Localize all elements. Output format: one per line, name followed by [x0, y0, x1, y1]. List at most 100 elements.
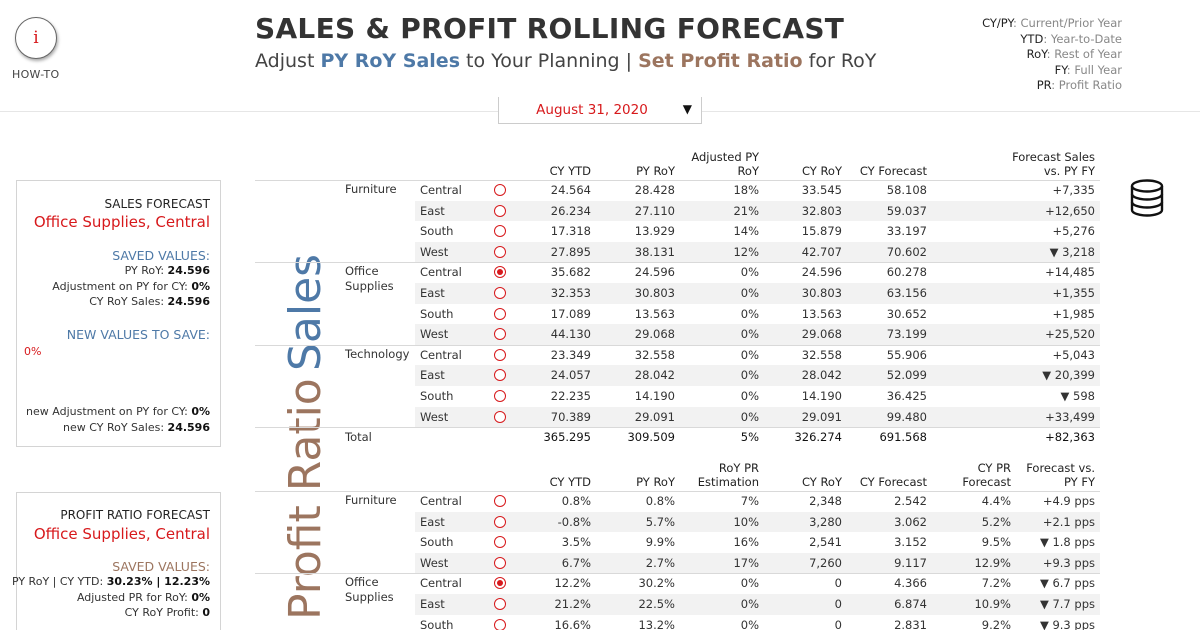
- cell-value[interactable]: 0%: [740, 347, 759, 362]
- cell-value: 5.7%: [645, 514, 675, 529]
- cell-value[interactable]: 7%: [740, 494, 759, 508]
- region-label: East: [420, 203, 445, 218]
- panel-value-line: CY RoY Profit: 0: [125, 606, 210, 619]
- panel-value-label: CY RoY Sales:: [89, 295, 168, 308]
- cell-value[interactable]: 0%: [740, 327, 759, 342]
- legend-value: : Rest of Year: [1046, 47, 1122, 61]
- cell-value: 3,280: [809, 514, 842, 529]
- cell-value[interactable]: 0%: [740, 368, 759, 383]
- cell-value: 3.5%: [561, 535, 591, 550]
- cell-value: ▼ 3,218: [1049, 244, 1095, 259]
- region-label: Central: [420, 265, 462, 280]
- region-label: South: [420, 224, 454, 239]
- selected-radio-button[interactable]: [494, 266, 506, 279]
- cell-value[interactable]: 0%: [740, 409, 759, 424]
- table-row: Central 12.2% 30.2% 0% 0 4.366 7.2% ▼ 6.7 pps: [255, 573, 1100, 594]
- radio-button[interactable]: [494, 495, 506, 507]
- cell-value: 26.234: [550, 203, 591, 218]
- radio-button[interactable]: [494, 369, 506, 382]
- table-row: West 27.895 38.131 12% 42.707 70.602 ▼ 3,218: [255, 241, 1100, 263]
- table-header: CY YTD PY RoY Adjusted PY RoY CY RoY CY Forec…: [255, 147, 1100, 180]
- radio-button[interactable]: [494, 556, 506, 569]
- radio-button[interactable]: [494, 348, 506, 361]
- date-selector[interactable]: August 31, 2020 ▼: [498, 97, 702, 124]
- region-label: South: [420, 389, 454, 403]
- panel-value-line: new CY RoY Sales: 24.596: [63, 421, 210, 434]
- category-divider: [255, 344, 1100, 346]
- radio-button[interactable]: [494, 410, 506, 423]
- region-label: South: [420, 306, 454, 321]
- radio-button[interactable]: [494, 328, 506, 341]
- region-label: West: [420, 327, 449, 342]
- panel-value-line: PY RoY | CY YTD: 30.23% | 12.23%: [12, 575, 210, 588]
- sales-panel-selection: Office Supplies, Central: [33, 213, 210, 231]
- cell-value[interactable]: 0%: [740, 576, 759, 591]
- category-divider: [255, 573, 1100, 575]
- table-row: West 6.7% 2.7% 17% 7,260 9.117 12.9% +9.3 pps: [255, 552, 1100, 574]
- radio-button[interactable]: [494, 225, 506, 238]
- radio-button[interactable]: [494, 536, 506, 549]
- cell-value[interactable]: 0%: [740, 265, 759, 280]
- cell-value: 3.152: [894, 535, 927, 550]
- column-header: CY Forecast: [859, 164, 927, 178]
- cell-value: 10.9%: [974, 597, 1011, 611]
- radio-button[interactable]: [494, 184, 506, 196]
- total-row: Total 365.295 309.509 5% 326.274 691.568 +82,3…: [255, 427, 1100, 448]
- radio-button[interactable]: [494, 515, 506, 528]
- cell-value[interactable]: 16%: [733, 535, 759, 550]
- radio-button[interactable]: [494, 307, 506, 320]
- cell-value[interactable]: 0%: [740, 597, 759, 611]
- howto-button[interactable]: i: [15, 17, 57, 59]
- table-row: South 17.089 13.563 0% 13.563 30.652 +1,985: [255, 304, 1100, 325]
- cell-value: 7,260: [809, 555, 842, 570]
- category-label: Furniture: [345, 182, 397, 196]
- radio-button[interactable]: [494, 390, 506, 402]
- abbreviation-legend: CY/PY: Current/Prior Year YTD: Year-to-Da…: [982, 16, 1122, 94]
- cell-value: 30.652: [886, 306, 927, 321]
- subtitle-text: for RoY: [802, 50, 877, 72]
- cell-value: 9.117: [894, 555, 927, 570]
- cell-value[interactable]: 0%: [740, 617, 759, 630]
- column-header: Forecast Sales vs. PY FY: [1012, 150, 1095, 178]
- cell-value[interactable]: 14%: [733, 224, 759, 239]
- column-header: Forecast vs. PY FY: [1026, 461, 1095, 489]
- column-header: CY RoY: [801, 475, 842, 489]
- radio-button[interactable]: [494, 204, 506, 217]
- cell-value[interactable]: 0%: [740, 306, 759, 321]
- column-header: CY YTD: [549, 475, 591, 489]
- panel-value-line: Adjustment on PY for CY: 0%: [52, 280, 210, 293]
- table-row: West 44.130 29.068 0% 29.068 73.199 +25,520: [255, 324, 1100, 345]
- region-label: East: [420, 514, 445, 529]
- cell-value[interactable]: 0%: [740, 389, 759, 403]
- radio-button[interactable]: [494, 287, 506, 299]
- selected-radio-button[interactable]: [494, 577, 506, 590]
- cell-value[interactable]: 17%: [733, 555, 759, 570]
- cell-value[interactable]: 10%: [733, 514, 759, 529]
- panel-value: 0%: [191, 590, 210, 604]
- table-header: CY YTD PY RoY RoY PR Estimation CY RoY CY For…: [255, 458, 1100, 491]
- subtitle-text: Adjust: [255, 50, 321, 72]
- radio-button[interactable]: [494, 598, 506, 610]
- cell-value[interactable]: 0%: [740, 286, 759, 300]
- total-value: 309.509: [627, 430, 675, 445]
- cell-value: 27.110: [634, 203, 675, 218]
- cell-value[interactable]: 18%: [733, 183, 759, 197]
- table-row: South 17.318 13.929 14% 15.879 33.197 +5,276: [255, 221, 1100, 242]
- cell-value: 6.874: [894, 597, 927, 611]
- cell-value: 52.099: [886, 368, 927, 383]
- column-header: CY YTD: [549, 164, 591, 178]
- new-adjustment-percent[interactable]: 0%: [24, 345, 42, 358]
- column-header: CY PR Forecast: [962, 461, 1011, 489]
- region-label: East: [420, 597, 445, 611]
- cell-value: 24.057: [550, 368, 591, 383]
- sales-forecast-panel: SALES FORECAST Office Supplies, Central …: [16, 180, 221, 447]
- panel-value-label: Adjustment on PY for CY:: [52, 279, 192, 293]
- cell-value[interactable]: 21%: [733, 203, 759, 218]
- database-icon[interactable]: [1130, 179, 1164, 217]
- category-label: Furniture: [345, 493, 397, 507]
- radio-button[interactable]: [494, 245, 506, 258]
- cell-value: -0.8%: [557, 514, 591, 529]
- region-label: East: [420, 368, 445, 383]
- radio-button[interactable]: [494, 618, 506, 630]
- cell-value[interactable]: 12%: [733, 244, 759, 259]
